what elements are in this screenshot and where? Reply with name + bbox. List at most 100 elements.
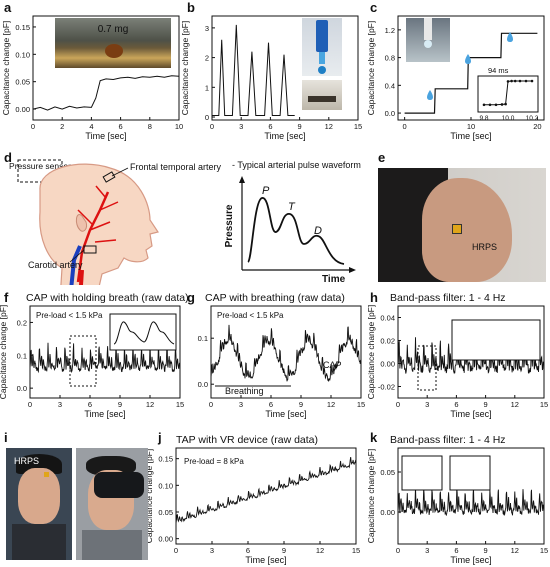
panel-c-xtick-label: 20 — [533, 122, 541, 131]
panel-h-series — [397, 337, 545, 375]
panel-b-ytick-label: 1 — [205, 83, 209, 92]
panel-h-ytick-label: 0.00 — [380, 360, 395, 369]
frontal-leader — [111, 167, 129, 177]
panel-c-xlabel: Time [sec] — [450, 131, 491, 141]
panel-k-xlabel: Time [sec] — [450, 555, 491, 565]
panel-b-series — [212, 24, 295, 116]
panel-c-inset-point — [482, 103, 486, 107]
panel-c-inset-annotation: 94 ms — [488, 66, 509, 75]
drop — [424, 40, 432, 48]
panel-f-ytick-label: 0.1 — [17, 351, 27, 360]
carotid-leader — [69, 249, 85, 263]
panel-b-xtick-label: 6 — [268, 122, 272, 131]
panel-b-xtick-label: 0 — [210, 122, 214, 131]
panel-c-inset-point — [504, 102, 507, 106]
panel-f-xlabel: Time [sec] — [84, 409, 125, 419]
peak-D: D — [314, 225, 322, 237]
pulse-waveform — [247, 197, 345, 265]
panel-a-xtick-label: 2 — [60, 122, 64, 131]
panel-label-g: g — [187, 290, 195, 305]
peak-P: P — [262, 185, 270, 197]
panel-c-ytick-label: 1.2 — [385, 26, 395, 35]
panel-j-xtick-label: 0 — [174, 546, 178, 555]
panel-f-xtick-label: 9 — [118, 400, 122, 409]
panel-g-title: CAP with breathing (raw data) — [205, 292, 345, 304]
panel-c-ylabel: Capacitance change [pF] — [366, 21, 376, 116]
panel-k-xtick-label: 15 — [540, 546, 548, 555]
panel-c-inset-point — [524, 79, 528, 83]
panel-h-ytick-label: -0.02 — [378, 383, 395, 392]
panel-a-xtick-label: 4 — [89, 122, 93, 131]
panel-a-xtick-label: 0 — [31, 122, 35, 131]
panel-g-xtick-label: 15 — [357, 400, 365, 409]
panel-a-series — [32, 75, 180, 111]
panel-a-xlabel: Time [sec] — [85, 131, 126, 141]
front-face-photo: HRPS — [6, 448, 72, 560]
panel-label-c: c — [370, 0, 378, 15]
hrps-sensor-i — [44, 472, 49, 477]
panel-j-preload: Pre-load = 8 kPa — [184, 457, 244, 466]
panel-b-ytick-label: 3 — [205, 24, 209, 33]
droplet-photo — [406, 18, 450, 62]
panel-c-ytick-label: 0.4 — [385, 81, 395, 90]
frontal-artery-label: Frontal temporal artery — [130, 162, 222, 172]
panel-j-ytick-label: 0.15 — [158, 455, 173, 464]
panel-g-chart: 0 3 6 9 12 15 0.0 0.1 Time [sec] Pre-load < 1.5 k… — [198, 305, 365, 419]
panel-k-xtick-label: 12 — [511, 546, 519, 555]
panel-k-title: Band-pass filter: 1 - 4 Hz — [390, 434, 506, 446]
hrps-label-e: HRPS — [472, 242, 498, 252]
panel-h-xlabel: Time [sec] — [450, 409, 491, 419]
panel-k-inset-2 — [449, 455, 491, 491]
balloon-photo: 0.7 mg — [55, 18, 171, 68]
panel-c-inset-point — [500, 103, 504, 106]
panel-j-ytick-label: 0.00 — [158, 535, 173, 544]
pipette-body — [316, 20, 328, 52]
droplet — [318, 66, 326, 74]
vr-headset — [94, 472, 144, 498]
panel-g-ytick-label: 0.1 — [198, 334, 208, 343]
panel-f-inset — [109, 313, 177, 351]
panel-b-xtick-label: 15 — [354, 122, 362, 131]
panel-g-xlabel: Time [sec] — [265, 409, 306, 419]
panel-a-ytick-label: 0.05 — [15, 78, 30, 87]
panel-h-xtick-label: 6 — [454, 400, 458, 409]
panel-g-xtick-label: 12 — [327, 400, 335, 409]
panel-b-ylabel: Capacitance change [pF] — [180, 21, 190, 116]
panel-f-title: CAP with holding breath (raw data) — [26, 292, 189, 304]
panel-b-xtick-label: 12 — [325, 122, 333, 131]
panel-j-xtick-label: 12 — [316, 546, 324, 555]
panel-label-b: b — [187, 0, 195, 15]
panel-g-frame — [210, 305, 362, 399]
panel-f-xtick-label: 6 — [88, 400, 92, 409]
panel-c-inset-tick: 9.8 — [479, 115, 488, 122]
panel-g-xtick-label: 9 — [299, 400, 303, 409]
time-label: Time — [322, 274, 346, 285]
panel-b-ytick-label: 0 — [205, 113, 209, 122]
panel-c-inset-point — [506, 80, 510, 83]
panel-g-preload: Pre-load < 1.5 kPa — [217, 311, 284, 320]
panel-c-xtick-label: 10 — [467, 122, 475, 131]
panel-a-frame — [32, 15, 180, 121]
panel-b-xlabel: Time [sec] — [264, 131, 305, 141]
particle — [105, 44, 123, 58]
panel-f-xtick-label: 0 — [28, 400, 32, 409]
panel-g-ytick-label: 0.0 — [198, 380, 208, 389]
carotid-artery-label: Carotid artery — [28, 260, 83, 270]
panel-g-breathing-label: Breathing — [225, 386, 264, 396]
panel-c-ytick-label: 0.8 — [385, 54, 395, 63]
needle — [424, 18, 432, 40]
panel-h-inset — [451, 319, 541, 361]
panel-k-xtick-label: 6 — [454, 546, 458, 555]
panel-c-inset-point — [510, 79, 513, 83]
panel-f-ytick-label: 0.2 — [17, 318, 27, 327]
panel-c-inset-point — [488, 103, 492, 107]
water-drop-icon — [427, 90, 433, 100]
panel-k-xtick-label: 3 — [425, 546, 429, 555]
panel-f-ylabel: Capacitance change [pF] — [0, 305, 8, 400]
panel-k-ytick-label: 0.00 — [380, 508, 395, 517]
panel-k-xtick-label: 9 — [484, 546, 488, 555]
panel-label-h: h — [370, 290, 378, 305]
panel-j-frame — [175, 447, 357, 545]
panel-label-k: k — [370, 430, 378, 445]
